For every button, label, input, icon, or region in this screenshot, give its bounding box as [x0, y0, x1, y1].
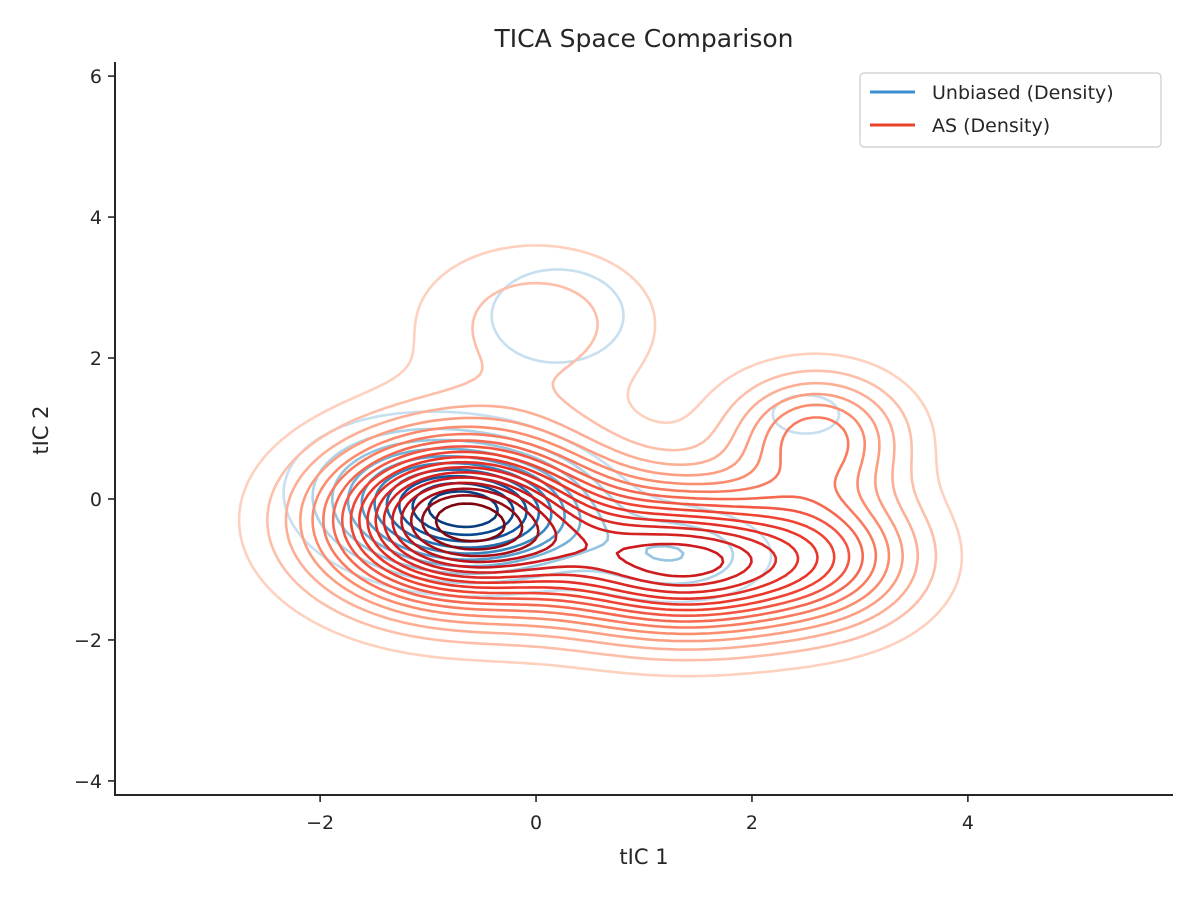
y-tick-label-5: 6 — [90, 66, 102, 88]
contour-level-1-11 — [366, 460, 800, 600]
contour-level-1-16 — [409, 487, 540, 558]
contour-level-1-6 — [322, 416, 878, 629]
contour-level-1-1 — [237, 244, 964, 678]
legend-label-as: AS (Density) — [932, 115, 1050, 137]
x-tick-label-0: −2 — [306, 812, 334, 834]
y-tick-label-4: 4 — [90, 207, 102, 229]
contour-level-1-9 — [349, 450, 836, 612]
y-tick-label-0: −4 — [74, 771, 102, 793]
contour-series-1 — [237, 244, 964, 678]
contour-level-1-18 — [434, 502, 506, 543]
contour-level-1-13 — [382, 471, 753, 587]
y-ticks: −4 −2 0 2 4 6 — [74, 66, 115, 793]
contour-level-1-7 — [331, 439, 864, 623]
contour-level-1-10 — [358, 455, 819, 606]
contour-level-1-8 — [341, 445, 851, 617]
legend-label-unbiased: Unbiased (Density) — [932, 82, 1114, 104]
axes — [114, 62, 1173, 796]
x-tick-label-3: 4 — [962, 812, 974, 834]
contour-level-1-3 — [284, 381, 919, 651]
y-tick-label-1: −2 — [74, 630, 102, 652]
contour-level-1-4 — [299, 392, 904, 643]
contour-series-0 — [282, 268, 841, 604]
x-tick-label-1: 0 — [530, 812, 542, 834]
contour-level-1-17 — [420, 494, 524, 551]
contour-level-0-1 — [282, 268, 841, 604]
contour-level-1-2 — [266, 281, 938, 662]
x-tick-label-2: 2 — [746, 812, 758, 834]
chart-title: TICA Space Comparison — [494, 24, 794, 53]
contour-level-0-10 — [427, 490, 499, 529]
contour-level-1-14 — [391, 476, 725, 578]
y-tick-label-2: 0 — [90, 489, 102, 511]
legend-frame — [859, 72, 1162, 148]
contour-level-1-15 — [400, 481, 558, 564]
x-ticks: −2 0 2 4 — [306, 795, 974, 834]
y-axis-label: tIC 2 — [29, 405, 53, 454]
legend: Unbiased (Density) AS (Density) — [859, 72, 1162, 148]
y-tick-label-3: 2 — [90, 348, 102, 370]
x-axis-label: tIC 1 — [619, 845, 668, 869]
contour-layer — [237, 244, 964, 678]
contour-level-1-5 — [311, 403, 891, 636]
contour-level-1-12 — [374, 465, 778, 594]
